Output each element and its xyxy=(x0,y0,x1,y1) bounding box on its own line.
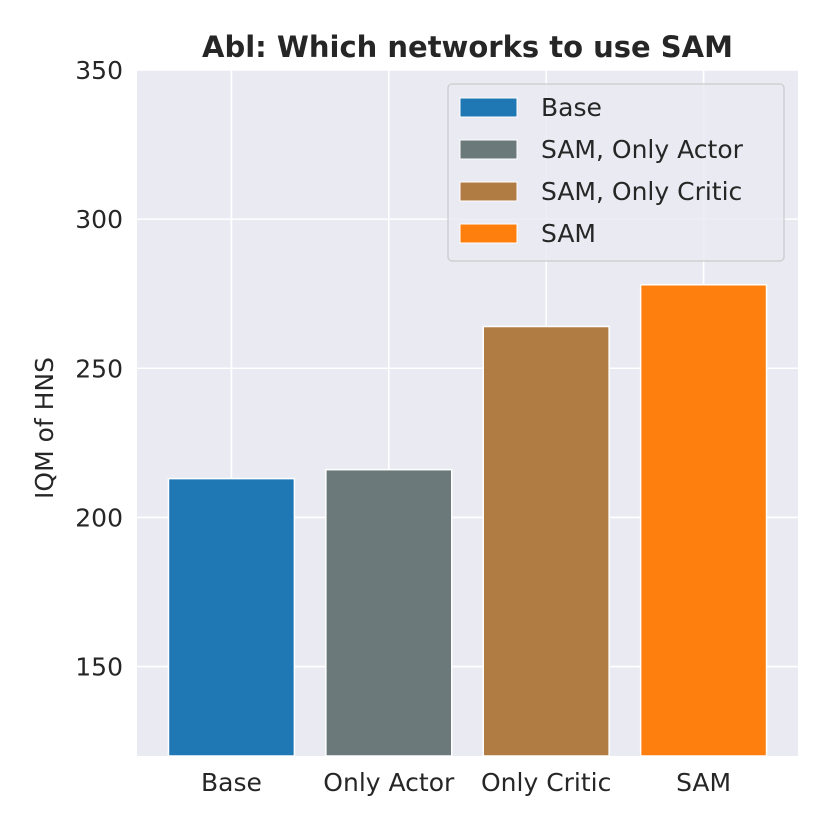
x-axis-ticks: Base Only Actor Only Critic SAM xyxy=(201,768,731,797)
x-tick-label: Only Critic xyxy=(481,768,611,797)
legend-label: SAM xyxy=(541,219,596,248)
legend-swatch xyxy=(459,97,518,118)
x-tick-label: Only Actor xyxy=(323,768,455,797)
legend-swatch xyxy=(459,139,518,160)
y-tick-label: 150 xyxy=(75,653,123,682)
legend-label: SAM, Only Actor xyxy=(541,135,744,164)
y-tick-label: 250 xyxy=(75,354,123,383)
bar-only-critic xyxy=(482,325,610,757)
x-tick-label: SAM xyxy=(676,768,731,797)
bar-only-actor xyxy=(325,468,453,757)
y-tick-label: 300 xyxy=(75,205,123,234)
bars xyxy=(167,283,768,757)
y-tick-label: 200 xyxy=(75,503,123,532)
bar-sam xyxy=(639,283,768,757)
legend-label: Base xyxy=(541,93,602,122)
legend-box xyxy=(447,83,785,262)
y-tick-label: 350 xyxy=(75,56,123,85)
bar-base xyxy=(167,477,296,757)
y-axis-label: IQM of HNS xyxy=(30,357,59,499)
legend-swatch xyxy=(459,181,518,202)
x-tick-label: Base xyxy=(201,768,262,797)
legend-label: SAM, Only Critic xyxy=(541,177,742,206)
legend-swatch xyxy=(459,223,518,244)
y-axis-ticks: 150 200 250 300 350 xyxy=(75,56,123,682)
chart-title: Abl: Which networks to use SAM xyxy=(202,30,733,64)
legend: Base SAM, Only Actor SAM, Only Critic SAM xyxy=(447,83,785,262)
